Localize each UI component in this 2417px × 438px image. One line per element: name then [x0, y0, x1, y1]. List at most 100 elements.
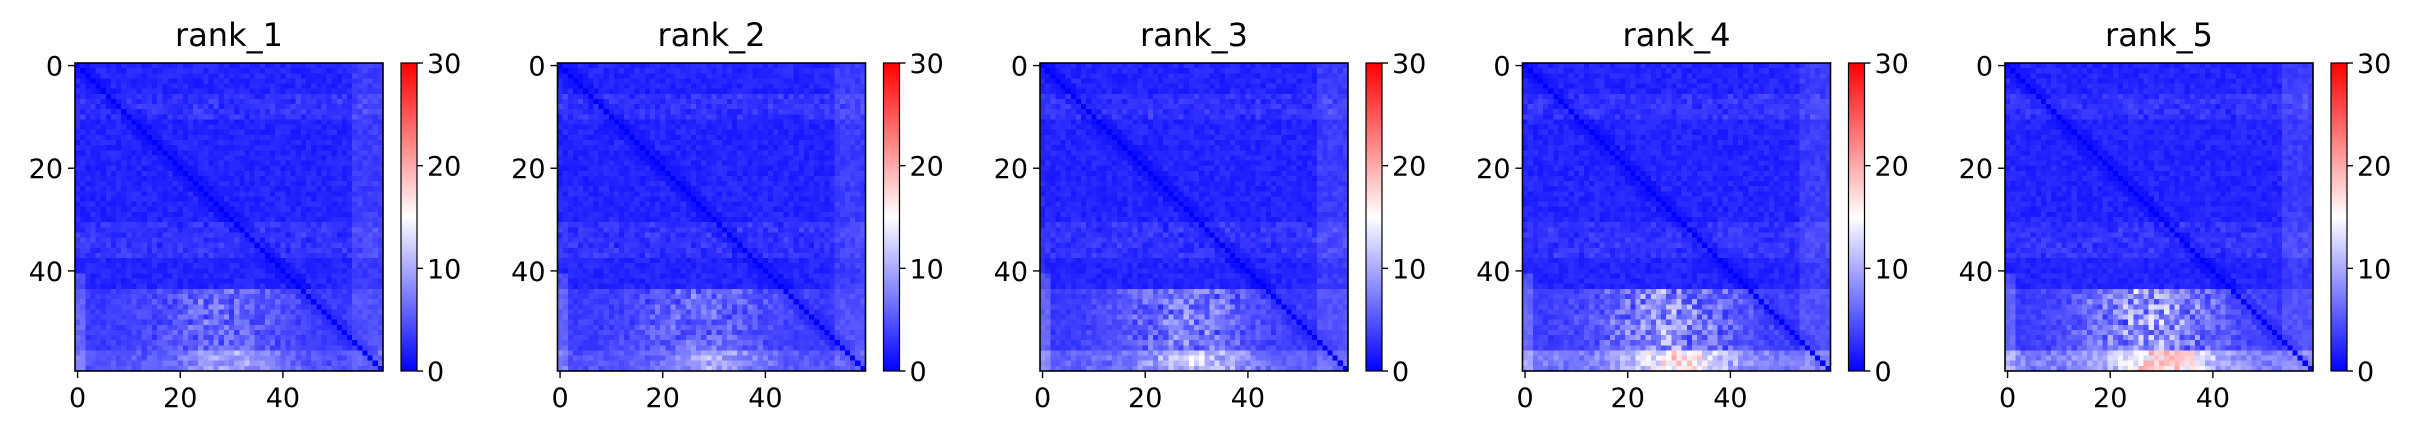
heatmap-cell [141, 340, 148, 346]
heatmap-cell [793, 140, 800, 146]
heatmap-cell [352, 170, 358, 177]
heatmap-cell [742, 78, 749, 85]
heatmap-cell [90, 175, 97, 182]
heatmap-cell [213, 335, 220, 341]
heatmap-cell [311, 134, 317, 141]
heatmap-cell [182, 119, 189, 126]
heatmap-cell [290, 242, 297, 249]
heatmap-cell [121, 222, 127, 228]
heatmap-cell [110, 350, 117, 357]
heatmap-cell [331, 335, 338, 341]
heatmap-cell [326, 104, 333, 110]
heatmap-cell [193, 160, 199, 167]
heatmap-cell [367, 294, 374, 300]
heatmap-cell [75, 273, 81, 280]
heatmap-cell [172, 294, 179, 300]
heatmap-cell [131, 134, 138, 141]
heatmap-cell [100, 150, 107, 156]
heatmap-cell [177, 155, 184, 162]
heatmap-cell [598, 88, 605, 95]
heatmap-cell [167, 104, 174, 110]
heatmap-cell [357, 175, 364, 182]
heatmap-cell [198, 283, 204, 290]
heatmap-cell [213, 196, 220, 203]
heatmap-cell [162, 263, 168, 269]
heatmap-cell [110, 109, 117, 115]
heatmap-cell [239, 360, 245, 367]
heatmap-cell [152, 114, 158, 121]
heatmap-cell [572, 98, 579, 105]
heatmap-cell [331, 365, 338, 372]
heatmap-cell [85, 360, 91, 367]
heatmap-cell [146, 206, 153, 213]
heatmap-cell [377, 335, 384, 341]
heatmap-cell [331, 299, 338, 305]
heatmap-cell [182, 309, 189, 316]
heatmap-cell [362, 247, 369, 254]
heatmap-cell [259, 181, 266, 187]
heatmap-cell [244, 186, 251, 192]
heatmap-cell [598, 98, 605, 105]
heatmap-cell [141, 140, 148, 146]
heatmap-cell [254, 232, 261, 239]
heatmap-cell [116, 191, 122, 198]
heatmap-cell [116, 73, 122, 79]
heatmap-cell [829, 165, 836, 172]
heatmap-cell [295, 68, 302, 74]
heatmap-cell [75, 345, 81, 352]
heatmap-cell [131, 145, 138, 151]
heatmap-cell [141, 145, 148, 151]
heatmap-cell [177, 283, 184, 290]
heatmap-cell [295, 283, 302, 290]
heatmap-cell [352, 222, 358, 228]
heatmap-cell [203, 335, 210, 341]
heatmap-cell [85, 191, 91, 198]
heatmap-cell [732, 114, 738, 121]
heatmap-cell [126, 247, 133, 254]
heatmap-cell [229, 227, 235, 233]
heatmap-cell [146, 73, 153, 79]
heatmap-cell [347, 232, 353, 239]
heatmap-cell [162, 217, 168, 223]
heatmap-cell [193, 93, 199, 100]
heatmap-cell [275, 170, 281, 177]
heatmap-cell [737, 104, 743, 110]
heatmap-cell [593, 150, 600, 156]
heatmap-cell [167, 304, 174, 310]
heatmap-cell [167, 232, 174, 239]
heatmap-cell [321, 119, 328, 126]
heatmap-cell [80, 201, 86, 208]
heatmap-cell [280, 114, 287, 121]
heatmap-cell [100, 175, 107, 182]
heatmap-cell [275, 360, 281, 367]
heatmap-cell [110, 119, 117, 126]
heatmap-cell [362, 268, 369, 275]
heatmap-cell [572, 165, 579, 172]
heatmap-cell [254, 217, 261, 223]
heatmap-cell [249, 165, 256, 172]
heatmap-cell [162, 294, 168, 300]
heatmap-cell [259, 150, 266, 156]
heatmap-cell [177, 304, 184, 310]
heatmap-cell [352, 140, 358, 146]
heatmap-cell [696, 129, 702, 136]
heatmap-cell [814, 165, 820, 172]
heatmap-cell [793, 78, 800, 85]
heatmap-cell [234, 258, 240, 264]
heatmap-cell [814, 83, 820, 90]
heatmap-cell [347, 124, 353, 131]
heatmap-cell [321, 324, 328, 331]
heatmap-cell [372, 114, 379, 121]
heatmap-cell [593, 98, 600, 105]
heatmap-cell [249, 206, 256, 213]
heatmap-cell [341, 73, 348, 79]
heatmap-cell [336, 186, 343, 192]
heatmap-cell [290, 83, 297, 90]
heatmap-cell [141, 252, 148, 259]
heatmap-cell [588, 165, 595, 172]
heatmap-cell [198, 278, 204, 285]
heatmap-cell [116, 299, 122, 305]
heatmap-cell [249, 217, 256, 223]
heatmap-cell [352, 273, 358, 280]
heatmap-cell [372, 109, 379, 115]
